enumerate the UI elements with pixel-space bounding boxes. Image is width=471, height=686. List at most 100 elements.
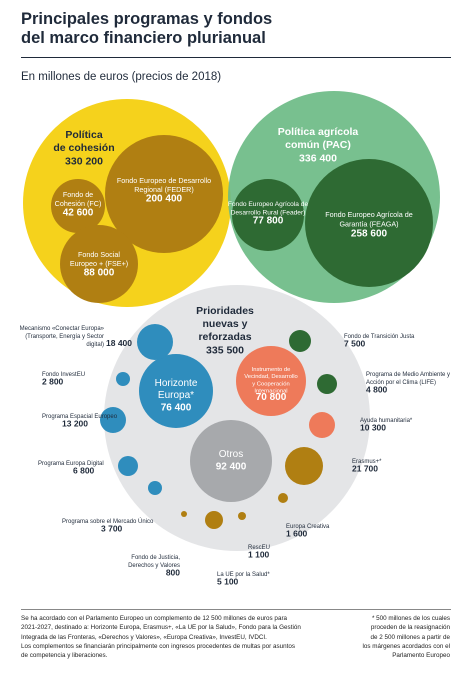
resceu-bubble [238, 512, 246, 520]
otros-label: Otros [219, 449, 243, 460]
programa-espacial-europeo-label-line: Programa Espacial Europeo [42, 414, 118, 420]
politica-de-cohesion-label-line: de cohesión [53, 142, 114, 154]
programa-de-medio-ambiente-y-accion-por-el-clima-life-label: Programa de Medio Ambiente y Acción por e… [366, 372, 450, 386]
page-subtitle: En millones de euros (precios de 2018) [21, 71, 222, 83]
resceu-label-line: RescEU [248, 545, 270, 551]
title-line: Principales programas y fondos [21, 10, 273, 28]
ayuda-humanitaria-label: Ayuda humanitaria* [360, 418, 413, 424]
programa-espacial-europeo-value: 13 200 [62, 418, 88, 428]
mecanismo-conectar-europa-transporte-energia-y-sector-digital-bubble [137, 324, 173, 360]
fondo-de-justicia-derechos-y-valores-label: Fondo de Justicia, Derechos y Valores [128, 555, 180, 569]
fondo-europeo-agricola-de-garantia-feaga-label-line: Fondo Europeo Agrícola de [325, 210, 413, 219]
mecanismo-conectar-europa-transporte-energia-y-sector-digital-label-line: (Transporte, Energía y Sector [25, 334, 104, 340]
fondo-europeo-agricola-de-garantia-feaga-label: Fondo Europeo Agrícola de Garantía (FEAGA… [325, 210, 413, 229]
fondo-de-cohesion-fc-bubble [51, 179, 105, 233]
page-title: Principales programas y fondos del marco… [21, 10, 451, 48]
fondo-investeu-label-line: Fondo InvestEU [42, 372, 85, 378]
fondo-europeo-agricola-de-desarrollo-rural-feader-label-line: Desarrollo Rural (Feader) [231, 210, 306, 217]
erasmus-bubble [285, 447, 323, 485]
europa-creativa-label: Europa Creativa [286, 524, 330, 530]
erasmus-label-line: Erasmus+* [352, 459, 382, 465]
horizonte-europa-label-line: Horizonte [155, 378, 198, 389]
programa-sobre-el-mercado-unico-value: 3 700 [101, 523, 123, 533]
fondo-europeo-agricola-de-garantia-feaga-bubble [305, 159, 433, 287]
fondo-europeo-agricola-de-garantia-feaga-value: 258 600 [351, 228, 388, 239]
mecanismo-conectar-europa-transporte-energia-y-sector-digital-label-line: digital) [86, 342, 104, 348]
fondo-europeo-de-desarrollo-regional-feder-bubble [105, 135, 223, 253]
prioridades-nuevas-y-reforzadas-label-line: Prioridades [196, 305, 254, 317]
fondo-europeo-de-desarrollo-regional-feder-label: Fondo Europeo de Desarrollo Regional (FED… [117, 176, 211, 194]
programa-sobre-el-mercado-unico-label-line: Programa sobre el Mercado Único [62, 518, 154, 525]
fondo-investeu-label: Fondo InvestEU [42, 372, 85, 378]
fondo-europeo-de-desarrollo-regional-feder-label-line: Fondo Europeo de Desarrollo [117, 176, 211, 185]
horizonte-europa-value: 76 400 [161, 403, 192, 414]
footer-note-line: 2021-2027, destinado a: Horizonte Europa… [21, 624, 301, 632]
fondo-social-europeo-fse-label-line: Fondo Social [78, 250, 120, 259]
horizonte-europa-bubble [139, 354, 213, 428]
europa-creativa-label-line: Europa Creativa [286, 524, 330, 530]
footer-note: Se ha acordado con el Parlamento Europeo… [21, 614, 341, 660]
instrumento-de-vecindad-desarrollo-y-cooperacion-internacional-value: 70 800 [256, 392, 287, 403]
prioridades-nuevas-y-reforzadas-label-line: reforzadas [198, 331, 251, 343]
prioridades-nuevas-y-reforzadas-label-line: nuevas y [203, 318, 248, 330]
prioridades-nuevas-y-reforzadas-value: 335 500 [206, 345, 244, 357]
politica-agricola-comun-pac-label-line: Política agrícola [278, 126, 359, 138]
europa-creativa-value: 1 600 [286, 528, 308, 538]
otros-bubble [190, 420, 272, 502]
programa-europa-digital-label-line: Programa Europa Digital [38, 461, 104, 467]
mecanismo-conectar-europa-transporte-energia-y-sector-digital-value: 18 400 [106, 338, 132, 348]
fondo-de-transicion-justa-label: Fondo de Transición Justa [344, 334, 415, 340]
footer-note-line: Los complementos se financiarán principa… [21, 642, 296, 650]
programa-sobre-el-mercado-unico-label: Programa sobre el Mercado Único [62, 518, 154, 525]
fondo-de-justicia-derechos-y-valores-bubble [181, 511, 187, 517]
fondo-europeo-de-desarrollo-regional-feder-value: 200 400 [146, 193, 183, 204]
footnote-line: de 2 500 millones a partir de [370, 633, 450, 641]
la-ue-por-la-salud-label-line: La UE por la Salud* [217, 572, 270, 578]
footer-note-line: Integrada de las Fronteras, «Derechos y … [21, 633, 267, 641]
footnote-line: proceden de la reasignación [370, 624, 450, 632]
mecanismo-conectar-europa-transporte-energia-y-sector-digital-label-line: Mecanismo «Conectar Europa» [20, 326, 105, 332]
title-divider [21, 57, 451, 58]
footnote-asterisk: * 500 millones de los cuales proceden de… [352, 614, 450, 660]
horizonte-europa-label-line: Europa* [158, 390, 194, 401]
la-ue-por-la-salud-value: 5 100 [217, 576, 239, 586]
la-ue-por-la-salud-label: La UE por la Salud* [217, 572, 270, 578]
programa-sobre-el-mercado-unico-bubble [148, 481, 162, 495]
instrumento-de-vecindad-desarrollo-y-cooperacion-internacional-label: Instrumento de Vecindad, Desarrollo y Coop… [244, 367, 298, 395]
footer-note-line: Se ha acordado con el Parlamento Europeo… [21, 615, 288, 622]
politica-agricola-comun-pac-value: 336 400 [299, 153, 337, 165]
fondo-de-justicia-derechos-y-valores-value: 800 [166, 567, 180, 577]
instrumento-de-vecindad-desarrollo-y-cooperacion-internacional-bubble [236, 346, 306, 416]
fondo-social-europeo-fse-label: Fondo Social Europeo + (FSE+) [70, 250, 128, 268]
instrumento-de-vecindad-desarrollo-y-cooperacion-internacional-label-line: Instrumento de [252, 367, 291, 373]
politica-de-cohesion-label: Política de cohesión [53, 129, 114, 154]
programa-de-medio-ambiente-y-accion-por-el-clima-life-label-line: Acción por el Clima (LIFE) [366, 380, 436, 386]
fondo-de-cohesion-fc-label-line: Fondo de [63, 190, 93, 199]
fondo-de-justicia-derechos-y-valores-label-line: Fondo de Justicia, [131, 555, 180, 561]
ayuda-humanitaria-value: 10 300 [360, 422, 386, 432]
europa-creativa-bubble [278, 493, 288, 503]
fondo-europeo-agricola-de-garantia-feaga-label-line: Garantía (FEAGA) [339, 220, 398, 229]
prioridades-nuevas-y-reforzadas-label: Prioridades nuevas y reforzadas [196, 305, 254, 343]
fondo-social-europeo-fse-value: 88 000 [84, 267, 115, 278]
footer-note-line: de competencia y liberaciones. [21, 652, 108, 660]
instrumento-de-vecindad-desarrollo-y-cooperacion-internacional-label-line: y Cooperación [252, 381, 289, 387]
footer-divider [21, 609, 451, 610]
resceu-label: RescEU [248, 545, 270, 551]
fondo-europeo-agricola-de-desarrollo-rural-feader-label-line: Fondo Europeo Agrícola de [228, 201, 309, 208]
programa-de-medio-ambiente-y-accion-por-el-clima-life-bubble [317, 374, 337, 394]
fondo-investeu-value: 2 800 [42, 376, 64, 386]
fondo-social-europeo-fse-bubble [60, 225, 138, 303]
programa-de-medio-ambiente-y-accion-por-el-clima-life-label-line: Programa de Medio Ambiente y [366, 372, 450, 378]
fondo-de-cohesion-fc-label-line: Cohesión (FC) [55, 199, 102, 208]
instrumento-de-vecindad-desarrollo-y-cooperacion-internacional-label-line: Internacional [254, 389, 287, 395]
fondo-de-cohesion-fc-value: 42 600 [63, 207, 94, 218]
instrumento-de-vecindad-desarrollo-y-cooperacion-internacional-label-line: Vecindad, Desarrollo [244, 374, 298, 380]
ayuda-humanitaria-bubble [309, 412, 335, 438]
footnote-line: Parlamento Europeo [392, 652, 450, 660]
horizonte-europa-label: Horizonte Europa* [155, 378, 198, 401]
politica-agricola-comun-pac-label-line: común (PAC) [285, 139, 351, 151]
otros-label-line: Otros [219, 449, 243, 460]
